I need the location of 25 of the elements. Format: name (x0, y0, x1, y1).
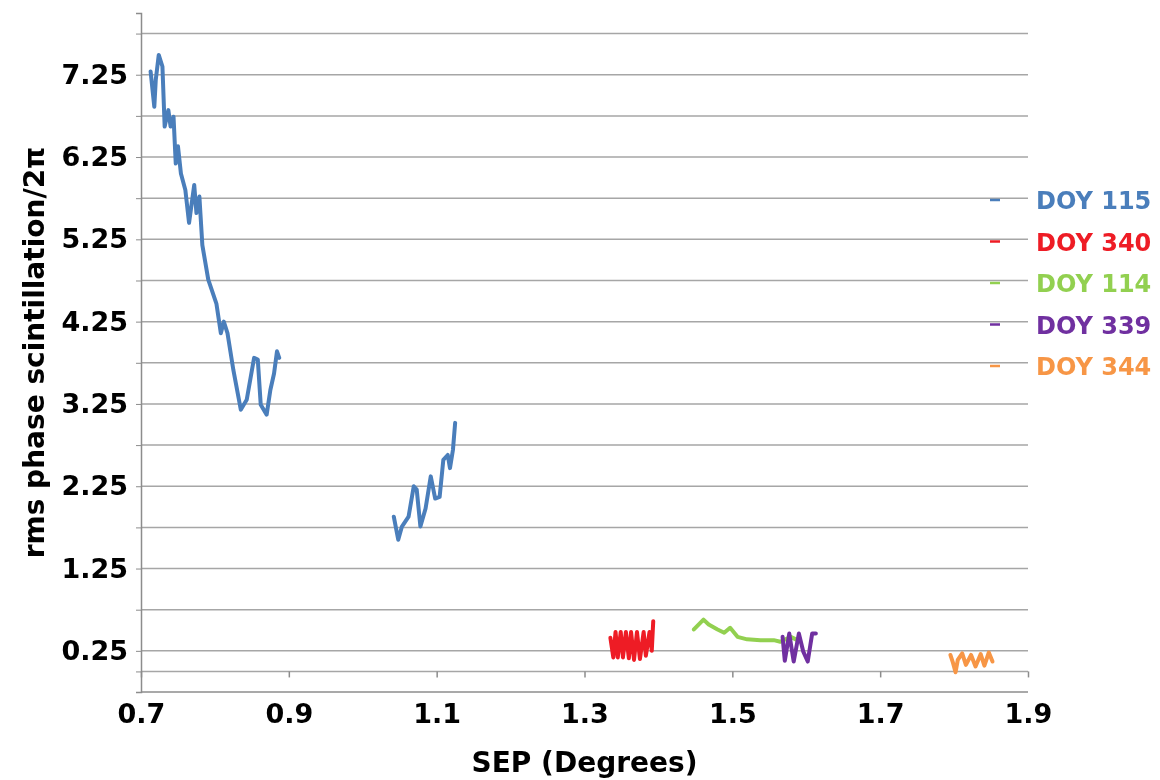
x-axis-title: SEP (Degrees) (471, 746, 698, 779)
y-tick-label: 2.25 (61, 470, 128, 502)
line-series (948, 650, 995, 675)
x-tick-label: 1.7 (856, 698, 905, 730)
legend-label: DOY 344 (1036, 353, 1152, 381)
legend-label: DOY 115 (1036, 187, 1152, 215)
y-tick-label: 6.25 (61, 141, 128, 173)
y-tick-label: 4.25 (61, 305, 128, 337)
y-tick-label: 0.25 (61, 634, 128, 666)
y-tick-label: 3.25 (61, 388, 128, 420)
y-tick-label: 1.25 (61, 552, 128, 584)
x-tick-label: 1.1 (413, 698, 462, 730)
y-tick-label: 5.25 (61, 223, 128, 255)
x-tick-label: 1.5 (708, 698, 757, 730)
x-tick-label: 1.3 (561, 698, 609, 730)
legend-label: DOY 339 (1036, 311, 1152, 340)
legend-label: DOY 340 (1036, 228, 1152, 257)
x-tick-label: 0.7 (117, 698, 166, 730)
y-tick-label: 7.25 (61, 58, 128, 90)
legend-label: DOY 114 (1036, 270, 1152, 298)
x-tick-label: 0.9 (265, 698, 314, 730)
y-axis-title: rms phase scintillation/2π (18, 146, 51, 559)
line-series (780, 631, 818, 664)
x-tick-label: 1.9 (1004, 698, 1053, 730)
line-series (608, 619, 656, 662)
